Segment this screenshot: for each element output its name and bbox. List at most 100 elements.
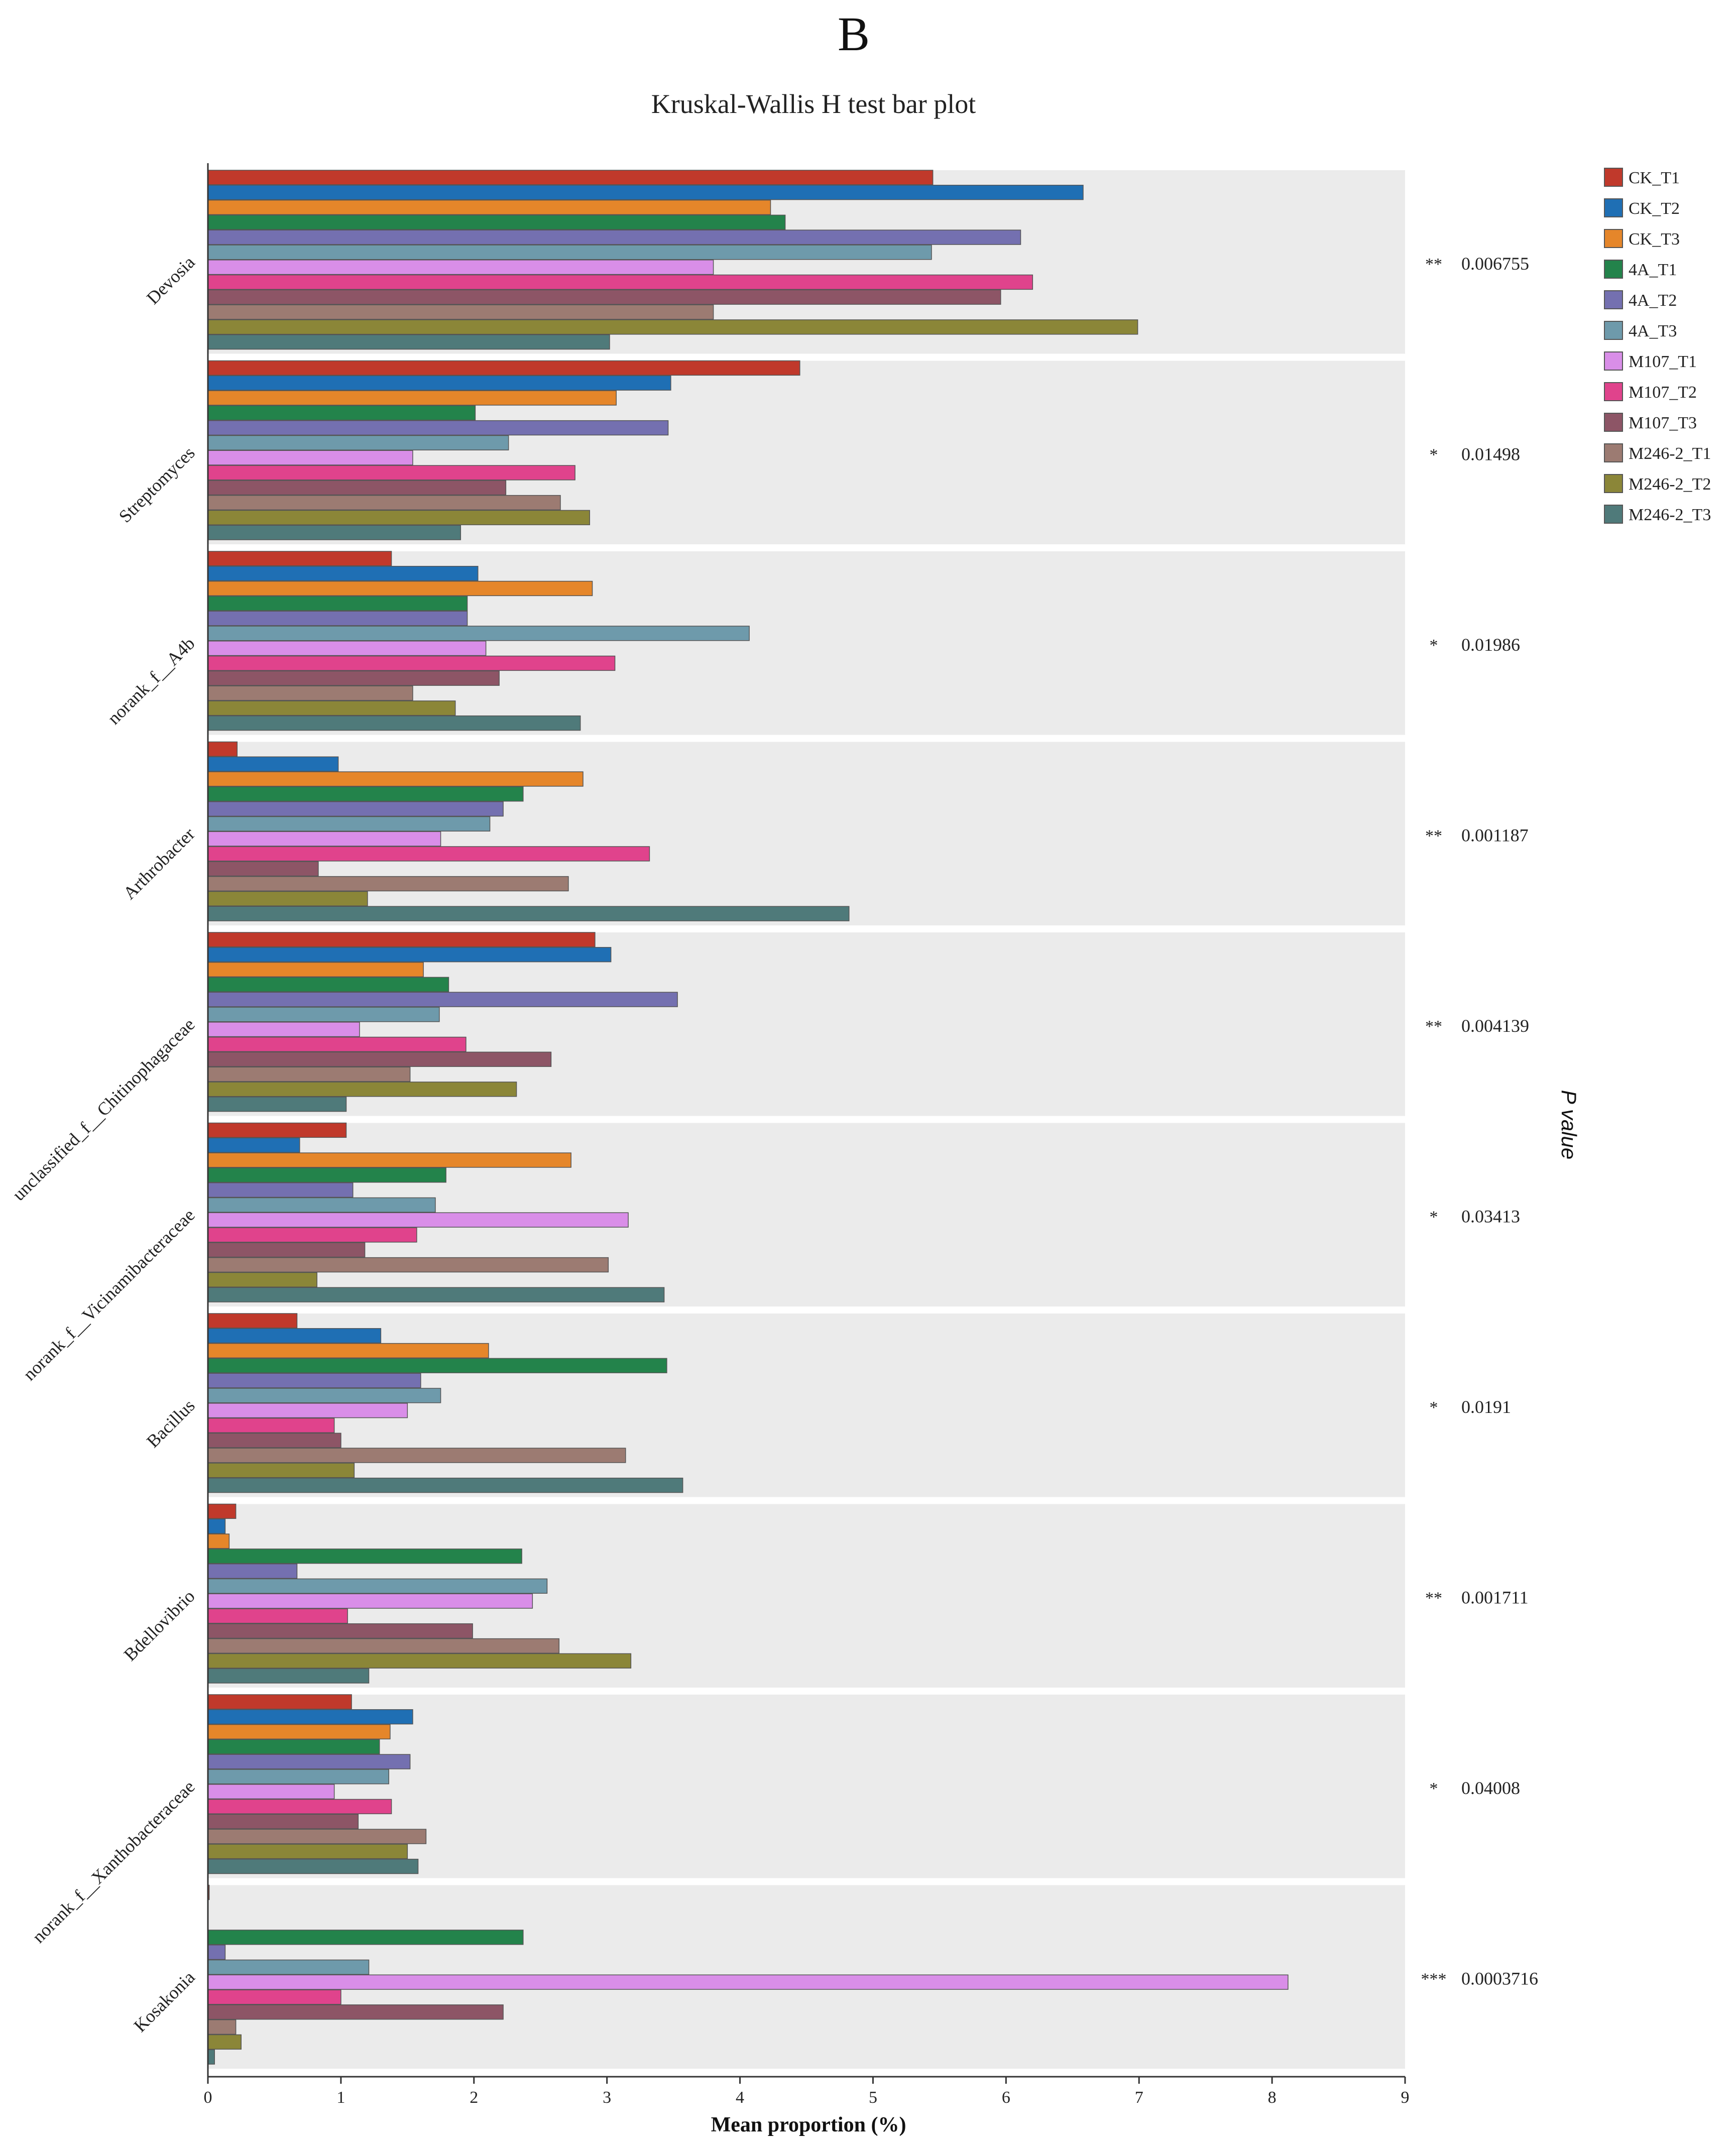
bar-CK_T3 bbox=[207, 390, 617, 406]
bar-M246-2_T1 bbox=[207, 495, 561, 511]
category-label: norank_f__Xanthobacteraceae bbox=[28, 1776, 198, 1947]
legend-label: M107_T1 bbox=[1629, 352, 1697, 371]
legend-swatch bbox=[1604, 198, 1623, 217]
bar-CK_T2 bbox=[207, 756, 339, 772]
category-label: norank_f__Vicinamibacteraceae bbox=[19, 1205, 198, 1384]
bar-CK_T3 bbox=[207, 962, 424, 978]
significance-stars: ** bbox=[1425, 1589, 1442, 1607]
bar-M107_T1 bbox=[207, 831, 441, 847]
legend-label: M107_T3 bbox=[1629, 414, 1697, 432]
significance-stars: * bbox=[1430, 445, 1438, 464]
bar-M246-2_T3 bbox=[207, 715, 581, 731]
bar-4A_T3 bbox=[207, 1769, 389, 1784]
bar-M246-2_T1 bbox=[207, 1829, 427, 1844]
bar-M107_T1 bbox=[207, 1022, 360, 1037]
legend-label: M246-2_T2 bbox=[1629, 475, 1711, 494]
legend-swatch bbox=[1604, 290, 1623, 309]
p-value-label: 0.01498 bbox=[1461, 444, 1520, 464]
bar-4A_T3 bbox=[207, 1578, 548, 1594]
bar-4A_T3 bbox=[207, 1007, 440, 1022]
bar-CK_T2 bbox=[207, 1518, 226, 1534]
x-tick-label: 4 bbox=[736, 2088, 744, 2107]
bar-M246-2_T2 bbox=[207, 510, 590, 525]
bar-M246-2_T1 bbox=[207, 304, 714, 320]
bar-M107_T3 bbox=[207, 289, 1001, 305]
bar-M246-2_T1 bbox=[207, 2019, 237, 2035]
x-tick-label: 6 bbox=[1002, 2088, 1010, 2107]
p-value-label: 0.04008 bbox=[1461, 1778, 1520, 1798]
bar-CK_T1 bbox=[207, 741, 238, 757]
x-axis-label: Mean proportion (%) bbox=[711, 2113, 906, 2136]
bar-M246-2_T3 bbox=[207, 1287, 665, 1302]
bar-M246-2_T1 bbox=[207, 1448, 626, 1463]
legend-swatch bbox=[1604, 505, 1623, 524]
x-tick-label: 0 bbox=[204, 2088, 212, 2107]
bar-M107_T2 bbox=[207, 1608, 348, 1624]
legend-swatch bbox=[1604, 382, 1623, 401]
bar-M107_T1 bbox=[207, 450, 413, 465]
bar-4A_T3 bbox=[207, 435, 509, 450]
x-tick-label: 2 bbox=[470, 2088, 478, 2107]
bar-4A_T1 bbox=[207, 977, 449, 992]
significance-stars: * bbox=[1430, 636, 1438, 655]
bar-M246-2_T3 bbox=[207, 1096, 347, 1112]
bar-4A_T3 bbox=[207, 1959, 370, 1975]
x-tick-label: 3 bbox=[603, 2088, 611, 2107]
bar-M246-2_T3 bbox=[207, 1668, 370, 1684]
bar-M107_T3 bbox=[207, 2004, 504, 2020]
legend-swatch bbox=[1604, 413, 1623, 432]
bar-4A_T2 bbox=[207, 1373, 421, 1388]
bar-CK_T2 bbox=[207, 1328, 382, 1344]
bar-M246-2_T3 bbox=[207, 525, 461, 540]
bar-M107_T2 bbox=[207, 1036, 467, 1052]
bar-M107_T2 bbox=[207, 1799, 392, 1815]
bar-4A_T1 bbox=[207, 1358, 667, 1373]
bar-M107_T3 bbox=[207, 1814, 359, 1829]
category-label: norank_f__A4b bbox=[103, 633, 198, 728]
bar-M107_T2 bbox=[207, 465, 575, 481]
legend-swatch bbox=[1604, 229, 1623, 248]
category-label: Devosia bbox=[143, 252, 199, 308]
bar-M107_T3 bbox=[207, 1623, 473, 1639]
bar-4A_T2 bbox=[207, 1944, 226, 1960]
x-tick-label: 9 bbox=[1401, 2088, 1410, 2107]
bar-4A_T1 bbox=[207, 1549, 522, 1564]
legend-swatch bbox=[1604, 321, 1623, 340]
bar-CK_T2 bbox=[207, 947, 612, 963]
bar-M246-2_T2 bbox=[207, 1844, 408, 1859]
panel-label: B bbox=[838, 7, 870, 61]
bar-M107_T1 bbox=[207, 1784, 335, 1800]
bar-M246-2_T3 bbox=[207, 2049, 215, 2065]
bar-M246-2_T2 bbox=[207, 2034, 242, 2050]
bar-M246-2_T2 bbox=[207, 1272, 317, 1287]
bar-M107_T1 bbox=[207, 1212, 629, 1228]
bar-CK_T1 bbox=[207, 170, 934, 185]
significance-stars: * bbox=[1430, 1208, 1438, 1226]
bar-CK_T1 bbox=[207, 1503, 237, 1519]
bar-M107_T2 bbox=[207, 846, 650, 862]
bar-CK_T2 bbox=[207, 1137, 300, 1153]
bar-4A_T3 bbox=[207, 626, 750, 641]
bar-4A_T1 bbox=[207, 1167, 446, 1183]
bar-4A_T2 bbox=[207, 1754, 411, 1769]
category-label: unclassified_f__Chitinophagaceae bbox=[9, 1014, 199, 1205]
bar-M107_T3 bbox=[207, 670, 500, 686]
bar-M107_T3 bbox=[207, 1433, 341, 1448]
significance-stars: *** bbox=[1421, 1970, 1447, 1988]
bar-CK_T3 bbox=[207, 771, 584, 787]
bar-M246-2_T1 bbox=[207, 876, 569, 892]
legend-label: CK_T1 bbox=[1629, 169, 1680, 187]
bar-M107_T2 bbox=[207, 1417, 335, 1434]
legend-label: CK_T3 bbox=[1629, 230, 1680, 249]
bar-CK_T3 bbox=[207, 580, 593, 597]
bar-4A_T2 bbox=[207, 801, 504, 817]
p-value-axis-label: P value bbox=[1557, 1090, 1581, 1160]
category-label: Kosakonia bbox=[130, 1967, 199, 2036]
bar-CK_T3 bbox=[207, 1533, 230, 1549]
bar-M107_T2 bbox=[207, 1227, 417, 1243]
bar-4A_T3 bbox=[207, 1388, 441, 1403]
bar-CK_T1 bbox=[207, 360, 800, 376]
category-label: Bacillus bbox=[143, 1395, 199, 1452]
bar-M246-2_T3 bbox=[207, 906, 850, 921]
